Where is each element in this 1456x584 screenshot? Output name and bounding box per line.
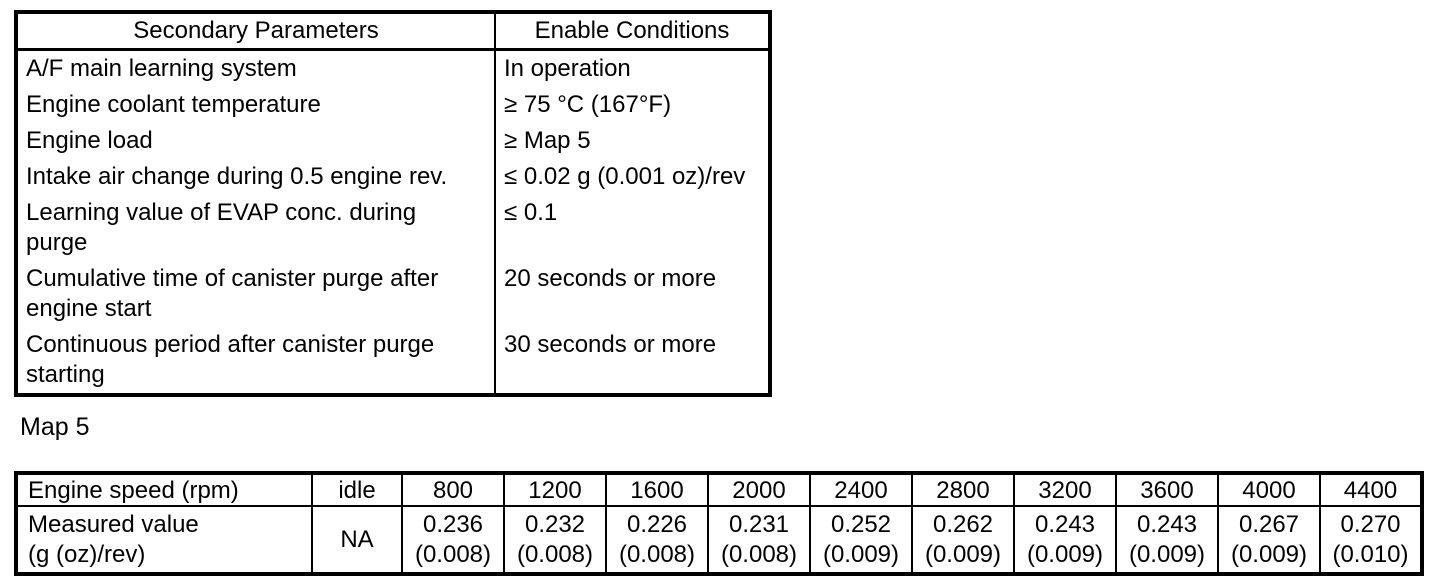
value-g: 0.262	[932, 510, 994, 538]
parameter-cell: Engine coolant temperature	[26, 90, 321, 118]
speed-cell: 2800	[911, 472, 1015, 507]
secondary-parameters-table: Secondary Parameters Enable Conditions A…	[14, 10, 772, 397]
table-row: Intake air change during 0.5 engine rev.…	[16, 158, 770, 195]
value-oz: (0.009)	[924, 540, 1002, 568]
measured-value-label-line1: Measured value	[28, 510, 199, 538]
value-cell: 0.232 (0.008)	[503, 505, 607, 575]
value-cell: 0.243 (0.009)	[1115, 505, 1219, 575]
speed-cell: 3200	[1013, 472, 1117, 507]
value-g: 0.243	[1034, 510, 1096, 538]
value-oz: (0.008)	[618, 540, 696, 568]
value-oz: (0.009)	[1026, 540, 1104, 568]
speed-cell: 2000	[707, 472, 811, 507]
table-row: Engine coolant temperature ≥ 75 °C (167°…	[16, 86, 770, 123]
value-oz: (0.008)	[516, 540, 594, 568]
table-row: Continuous period after canister purge s…	[16, 326, 770, 395]
value-cell: 0.231 (0.008)	[707, 505, 811, 575]
value-cell-idle: NA	[311, 505, 403, 575]
value-cell: 0.267 (0.009)	[1217, 505, 1321, 575]
value-g: 0.226	[626, 510, 688, 538]
measured-value-row: Measured value (g (oz)/rev) NA 0.236 (0.…	[15, 505, 1423, 575]
value-oz: (0.009)	[822, 540, 900, 568]
parameter-cell: Learning value of EVAP conc. during purg…	[26, 198, 417, 256]
value-cell: 0.243 (0.009)	[1013, 505, 1117, 575]
value-cell: 0.262 (0.009)	[911, 505, 1015, 575]
value-cell: 0.226 (0.008)	[605, 505, 709, 575]
value-oz: (0.009)	[1230, 540, 1308, 568]
condition-cell: ≥ 75 °C (167°F)	[494, 86, 770, 123]
value-g: 0.231	[728, 510, 790, 538]
table-row: Cumulative time of canister purge after …	[16, 260, 770, 327]
parameter-cell: Continuous period after canister purge s…	[26, 330, 435, 388]
header-secondary-parameters: Secondary Parameters	[16, 12, 495, 51]
map5-heading: Map 5	[20, 413, 90, 441]
speed-cell: 1600	[605, 472, 709, 507]
engine-speed-label: Engine speed (rpm)	[15, 472, 313, 507]
value-oz: (0.008)	[414, 540, 492, 568]
value-g: 0.267	[1238, 510, 1300, 538]
value-cell: 0.236 (0.008)	[401, 505, 505, 575]
value-oz: (0.008)	[720, 540, 798, 568]
condition-cell: ≥ Map 5	[494, 122, 770, 159]
table-row: Engine load ≥ Map 5	[16, 122, 770, 159]
speed-cell: 4400	[1319, 472, 1423, 507]
condition-cell: ≤ 0.02 g (0.001 oz)/rev	[494, 158, 770, 195]
speed-cell: 2400	[809, 472, 913, 507]
speed-cell: 4000	[1217, 472, 1321, 507]
parameter-cell: A/F main learning system	[26, 54, 297, 82]
value-oz: (0.009)	[1128, 540, 1206, 568]
parameter-cell: Cumulative time of canister purge after …	[26, 264, 439, 322]
measured-value-label: Measured value (g (oz)/rev)	[15, 505, 313, 575]
table-row: Learning value of EVAP conc. during purg…	[16, 194, 770, 261]
value-g: 0.243	[1136, 510, 1198, 538]
value-g: 0.236	[422, 510, 484, 538]
engine-speed-row: Engine speed (rpm) idle 800 1200 1600 20…	[15, 472, 1423, 507]
value-g: 0.270	[1340, 510, 1401, 538]
speed-cell: 800	[401, 472, 505, 507]
value-oz: (0.010)	[1332, 540, 1409, 568]
header-enable-conditions: Enable Conditions	[494, 12, 770, 51]
value-g: 0.252	[830, 510, 892, 538]
value-cell: 0.252 (0.009)	[809, 505, 913, 575]
condition-cell: 20 seconds or more	[494, 260, 770, 327]
value-cell: 0.270 (0.010)	[1319, 505, 1423, 575]
map5-table: Engine speed (rpm) idle 800 1200 1600 20…	[14, 471, 1424, 576]
speed-cell-idle: idle	[311, 472, 403, 507]
speed-cell: 3600	[1115, 472, 1219, 507]
condition-cell: In operation	[494, 49, 770, 87]
table-header-row: Secondary Parameters Enable Conditions	[16, 12, 770, 51]
parameter-cell: Intake air change during 0.5 engine rev.	[26, 162, 448, 190]
measured-value-label-line2: (g (oz)/rev)	[28, 540, 146, 568]
condition-cell: 30 seconds or more	[494, 326, 770, 395]
parameter-cell: Engine load	[26, 126, 153, 154]
table-row: A/F main learning system In operation	[16, 49, 770, 87]
condition-cell: ≤ 0.1	[494, 194, 770, 261]
speed-cell: 1200	[503, 472, 607, 507]
value-g: 0.232	[524, 510, 586, 538]
